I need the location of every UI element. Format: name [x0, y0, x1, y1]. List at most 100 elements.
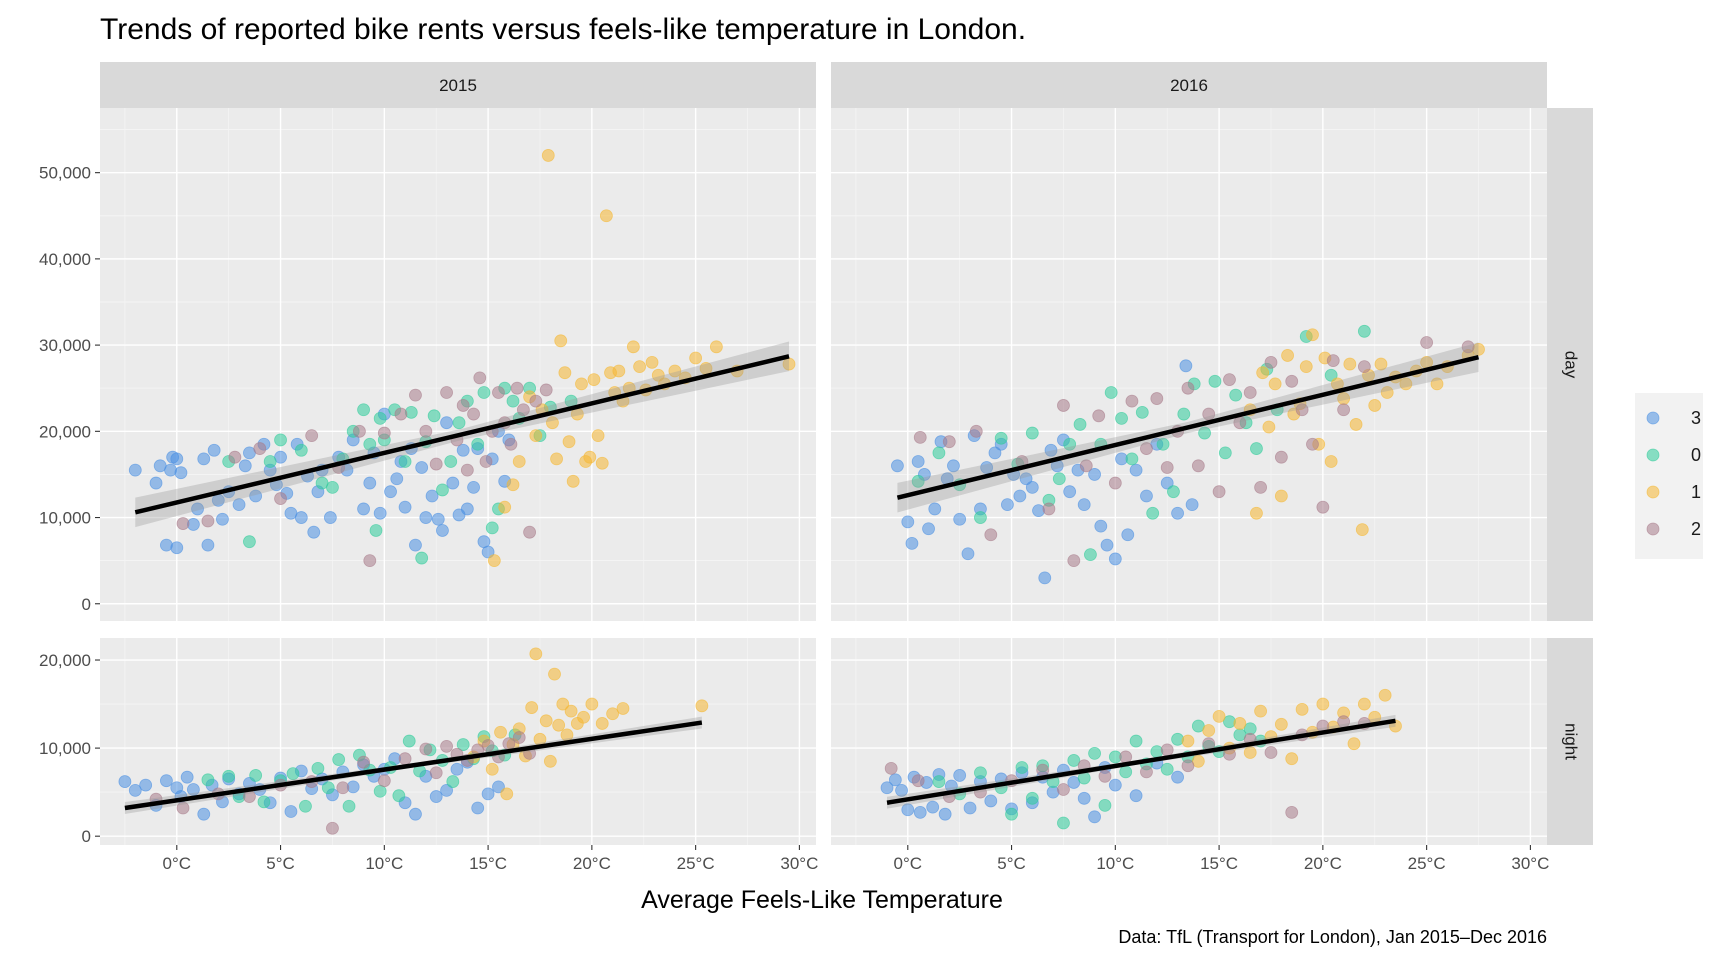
data-point-group-0 — [1218, 446, 1232, 460]
legend-label-3: 3 — [1691, 408, 1701, 428]
strip-label-col: 2015 — [439, 76, 477, 95]
data-point-group-3 — [1025, 480, 1039, 494]
data-point-group-3 — [1179, 359, 1193, 373]
data-point-group-3 — [1160, 476, 1174, 490]
data-point-group-0 — [1025, 791, 1039, 805]
data-point-group-2 — [1079, 459, 1093, 473]
data-point-group-2 — [529, 394, 543, 408]
data-point-group-3 — [201, 538, 215, 552]
data-point-group-2 — [377, 774, 391, 788]
data-point-group-2 — [1092, 409, 1106, 423]
strip-col-bg — [100, 62, 816, 108]
y-tick-label: 40,000 — [39, 250, 91, 269]
data-point-group-1 — [1181, 734, 1195, 748]
data-point-group-3 — [1013, 489, 1027, 503]
data-point-group-2 — [516, 403, 530, 417]
data-point-group-2 — [1306, 437, 1319, 451]
trend-line — [124, 720, 703, 811]
data-point-group-3 — [436, 524, 449, 537]
data-point-group-3 — [980, 461, 994, 474]
data-point-group-3 — [926, 800, 940, 814]
panel-2016-night: 0°C 5°C 10°C 15°C 20°C 25°C 30°C — [831, 638, 1549, 873]
data-point-group-3 — [922, 522, 935, 536]
data-point-group-3 — [186, 783, 200, 796]
legend-label-2: 2 — [1691, 519, 1701, 539]
panel-2016-day — [831, 108, 1547, 621]
data-point-group-1 — [1243, 746, 1257, 759]
strip-row-bg — [1547, 108, 1593, 621]
data-point-group-0 — [994, 431, 1008, 445]
data-point-group-3 — [888, 773, 902, 787]
data-point-group-3 — [953, 512, 967, 526]
data-point-group-0 — [1156, 437, 1170, 451]
data-point-group-1 — [668, 364, 682, 378]
data-point-group-0 — [415, 551, 429, 565]
data-point-group-3 — [207, 443, 221, 457]
data-point-group-1 — [1324, 455, 1338, 468]
data-point-group-0 — [485, 521, 499, 535]
data-point-group-3 — [938, 807, 952, 821]
data-point-group-0 — [446, 775, 460, 788]
data-point-group-1 — [612, 364, 626, 378]
data-point-group-0 — [436, 483, 449, 497]
data-point-group-2 — [1057, 783, 1070, 796]
legend-label-0: 0 — [1691, 445, 1701, 465]
data-point-group-3 — [170, 452, 184, 466]
data-point-group-3 — [911, 455, 925, 468]
data-point-group-3 — [139, 778, 153, 792]
data-point-group-2 — [942, 435, 956, 449]
data-point-group-0 — [1104, 386, 1118, 399]
data-point-group-1 — [566, 474, 580, 488]
data-point-group-3 — [492, 780, 505, 794]
data-point-group-3 — [180, 770, 194, 784]
data-point-group-1 — [1378, 688, 1392, 702]
data-point-group-3 — [1108, 552, 1122, 566]
data-point-group-2 — [1098, 769, 1112, 783]
data-point-group-1 — [498, 500, 512, 514]
data-point-group-3 — [384, 485, 397, 499]
data-point-group-2 — [1326, 354, 1340, 368]
data-point-group-1 — [487, 554, 501, 568]
strip-label-col: 2016 — [1170, 76, 1208, 95]
data-point-group-2 — [1285, 806, 1299, 819]
data-point-group-3 — [440, 783, 453, 797]
data-point-group-3 — [357, 502, 370, 516]
y-tick-label: 30,000 — [39, 336, 91, 355]
data-point-group-3 — [460, 502, 474, 516]
data-point-group-0 — [1150, 745, 1164, 759]
data-point-group-1 — [1281, 349, 1294, 362]
data-point-group-1 — [1343, 357, 1357, 371]
data-point-group-3 — [1077, 791, 1091, 805]
y-tick-label: 10,000 — [39, 739, 91, 758]
data-point-group-0 — [373, 411, 387, 425]
data-point-group-1 — [1256, 366, 1270, 380]
data-point-group-0 — [1229, 388, 1243, 402]
data-point-group-0 — [974, 766, 987, 780]
data-point-group-3 — [174, 466, 188, 480]
data-point-group-3 — [1001, 498, 1014, 512]
data-point-group-2 — [1181, 381, 1195, 395]
data-point-group-3 — [984, 794, 998, 808]
data-point-group-2 — [1140, 765, 1153, 779]
data-point-group-3 — [891, 459, 904, 473]
x-tick-label: 20°C — [573, 854, 611, 873]
data-point-group-3 — [294, 511, 308, 524]
data-point-group-0 — [932, 446, 946, 460]
data-point-group-3 — [440, 416, 453, 430]
data-point-group-0 — [1015, 761, 1029, 774]
data-point-group-1 — [1399, 377, 1413, 391]
data-point-group-3 — [284, 805, 298, 818]
data-point-group-1 — [1274, 489, 1288, 503]
data-point-group-3 — [197, 807, 211, 821]
data-point-group-0 — [1057, 816, 1070, 830]
data-point-group-2 — [1337, 403, 1351, 417]
data-point-group-2 — [1274, 450, 1288, 464]
data-point-group-1 — [1274, 717, 1288, 731]
data-point-group-0 — [477, 386, 491, 399]
data-point-group-2 — [1042, 502, 1056, 516]
data-point-group-2 — [512, 731, 526, 744]
data-point-group-1 — [558, 366, 572, 380]
data-point-group-3 — [901, 803, 915, 817]
data-point-group-0 — [1052, 472, 1066, 486]
